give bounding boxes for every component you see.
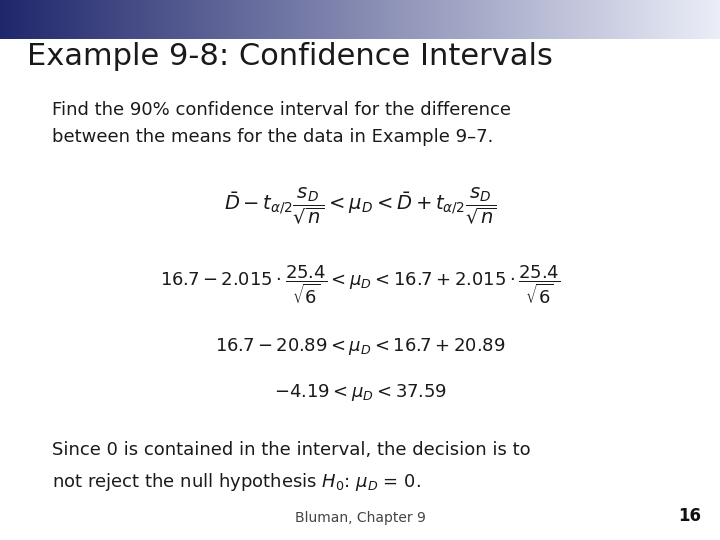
Text: $16.7-2.015\cdot\dfrac{25.4}{\sqrt{6}}<\mu_D<16.7+2.015\cdot\dfrac{25.4}{\sqrt{6: $16.7-2.015\cdot\dfrac{25.4}{\sqrt{6}}<\… [160, 263, 560, 306]
Text: Find the 90% confidence interval for the difference: Find the 90% confidence interval for the… [52, 101, 511, 119]
Text: 16: 16 [678, 507, 701, 525]
Text: $\bar{D}-t_{\alpha/2}\dfrac{s_D}{\sqrt{n}}<\mu_D<\bar{D}+t_{\alpha/2}\dfrac{s_D}: $\bar{D}-t_{\alpha/2}\dfrac{s_D}{\sqrt{n… [224, 186, 496, 227]
Text: $16.7-20.89<\mu_D<16.7+20.89$: $16.7-20.89<\mu_D<16.7+20.89$ [215, 336, 505, 357]
Text: not reject the null hypothesis $H_0$: $\mu_D$ = 0.: not reject the null hypothesis $H_0$: $\… [52, 471, 420, 493]
Text: Since 0 is contained in the interval, the decision is to: Since 0 is contained in the interval, th… [52, 441, 531, 459]
Text: $-4.19<\mu_D<37.59$: $-4.19<\mu_D<37.59$ [274, 382, 446, 403]
Bar [4, 9, 19, 25]
Bar [4, 21, 19, 37]
Text: between the means for the data in Example 9–7.: between the means for the data in Exampl… [52, 128, 493, 146]
Text: Example 9-8: Confidence Intervals: Example 9-8: Confidence Intervals [27, 42, 553, 71]
Text: Bluman, Chapter 9: Bluman, Chapter 9 [294, 511, 426, 525]
